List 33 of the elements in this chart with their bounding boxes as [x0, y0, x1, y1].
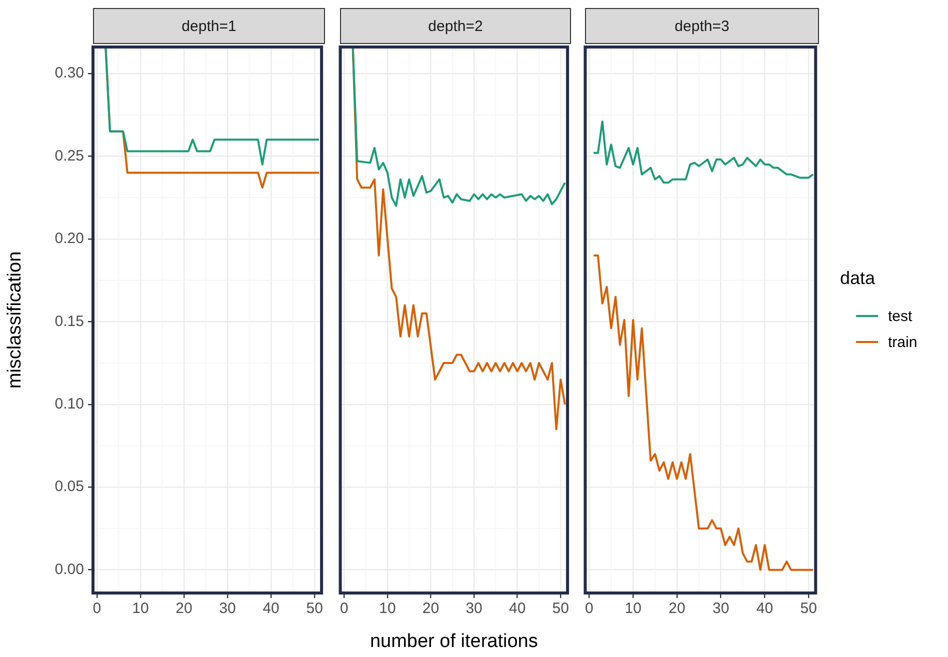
chart-title: depth=1: [93, 8, 325, 44]
x-axis-title: number of iterations: [370, 630, 538, 652]
x-tick-label: 10: [624, 600, 642, 618]
x-tick-label: 20: [176, 600, 192, 618]
y-tick-label: 0.05: [54, 478, 84, 496]
x-tick-label: 10: [379, 600, 396, 618]
x-tick-label: 20: [422, 600, 440, 618]
y-tick-label: 0.15: [54, 312, 84, 330]
x-tick-label: 40: [756, 600, 774, 618]
chart-title: depth=2: [340, 8, 571, 44]
x-tick-label: 30: [219, 600, 236, 618]
chart-title: depth=3: [585, 8, 819, 44]
x-tick-label: 50: [306, 600, 323, 618]
y-tick-label: 0.00: [54, 560, 84, 578]
y-tick-label: 0.20: [54, 230, 84, 248]
x-tick-label: 20: [668, 600, 686, 618]
legend-label: test: [888, 308, 912, 324]
y-tick-label: 0.30: [54, 64, 84, 82]
y-tick-label: 0.25: [54, 147, 84, 164]
x-tick-label: 0: [585, 600, 594, 618]
x-tick-label: 10: [132, 600, 149, 618]
x-tick-label: 40: [508, 600, 526, 618]
y-axis-title: misclassification: [4, 251, 26, 389]
legend-title: data: [840, 268, 876, 289]
x-tick-label: 50: [552, 600, 569, 618]
x-tick-label: 0: [92, 600, 102, 618]
x-tick-label: 0: [340, 600, 348, 618]
y-tick-label: 0.10: [54, 396, 84, 413]
legend-label: train: [888, 334, 918, 350]
x-tick-label: 30: [712, 600, 730, 618]
x-tick-label: 50: [800, 600, 817, 618]
x-tick-label: 30: [466, 600, 482, 618]
x-tick-label: 40: [262, 600, 280, 618]
